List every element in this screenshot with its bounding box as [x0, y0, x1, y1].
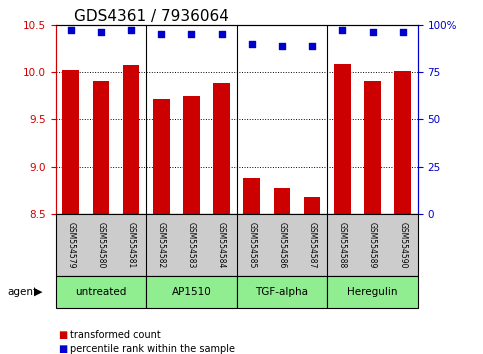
Text: untreated: untreated — [75, 287, 127, 297]
Point — [308, 43, 316, 48]
Text: percentile rank within the sample: percentile rank within the sample — [70, 344, 235, 354]
Text: agent: agent — [7, 287, 37, 297]
Bar — [237, 276, 327, 308]
Bar — [274, 188, 290, 214]
Text: GSM554587: GSM554587 — [308, 222, 317, 268]
Text: Heregulin: Heregulin — [347, 287, 398, 297]
Point — [67, 28, 74, 33]
Text: GDS4361 / 7936064: GDS4361 / 7936064 — [73, 8, 228, 24]
Point — [97, 29, 105, 35]
Bar — [93, 81, 109, 214]
Bar — [183, 96, 199, 214]
Text: GSM554584: GSM554584 — [217, 222, 226, 268]
Bar — [213, 84, 230, 214]
Text: GSM554580: GSM554580 — [96, 222, 105, 268]
Text: GSM554589: GSM554589 — [368, 222, 377, 268]
Bar — [364, 81, 381, 214]
Text: TGF-alpha: TGF-alpha — [256, 287, 309, 297]
Bar — [327, 276, 418, 308]
Bar — [146, 276, 237, 308]
Text: GSM554588: GSM554588 — [338, 222, 347, 268]
Point — [218, 32, 226, 37]
Bar — [62, 70, 79, 214]
Point — [278, 43, 286, 48]
Text: ■: ■ — [58, 344, 67, 354]
Text: AP1510: AP1510 — [171, 287, 211, 297]
Point — [127, 28, 135, 33]
Point — [187, 32, 195, 37]
Text: GSM554586: GSM554586 — [277, 222, 286, 268]
Bar — [153, 99, 170, 214]
Text: ■: ■ — [58, 330, 67, 339]
Bar — [56, 276, 146, 308]
Bar — [304, 197, 320, 214]
Bar — [395, 71, 411, 214]
Bar — [334, 64, 351, 214]
Text: ▶: ▶ — [34, 287, 43, 297]
Point — [157, 32, 165, 37]
Text: GSM554583: GSM554583 — [187, 222, 196, 268]
Point — [369, 29, 376, 35]
Text: transformed count: transformed count — [70, 330, 161, 339]
Bar — [123, 64, 139, 214]
Text: GSM554590: GSM554590 — [398, 222, 407, 268]
Point — [339, 28, 346, 33]
Point — [399, 29, 407, 35]
Text: GSM554582: GSM554582 — [156, 222, 166, 268]
Bar — [243, 178, 260, 214]
Text: GSM554579: GSM554579 — [66, 222, 75, 268]
Text: GSM554585: GSM554585 — [247, 222, 256, 268]
Point — [248, 41, 256, 46]
Text: GSM554581: GSM554581 — [127, 222, 136, 268]
